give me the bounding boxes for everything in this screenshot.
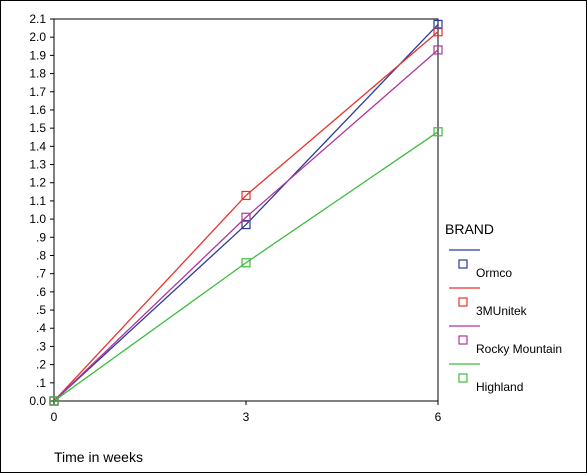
data-point-highland [433,127,443,137]
y-tick-label: 2.1 [29,12,46,26]
y-tick-label: 1.1 [29,194,46,208]
legend-marker-3munitek [458,297,468,307]
series-markers [49,19,443,406]
legend-label-3munitek: 3MUnitek [476,304,528,318]
legend-title: BRAND [445,221,494,237]
legend-label-rocky-mountain: Rocky Mountain [476,342,562,356]
x-tick-label: 6 [435,410,442,424]
data-point-3munitek [433,27,443,37]
legend-label-ormco: Ormco [476,266,512,280]
y-tick-label: 1.0 [29,212,46,226]
y-tick-label: .7 [36,267,46,281]
y-tick-label: 1.7 [29,85,46,99]
y-tick-label: .5 [36,303,46,317]
y-tick-label: 1.4 [29,139,46,153]
data-point-highland [49,396,59,406]
legend-marker-rocky-mountain [458,335,468,345]
x-axis: 0 3 6 [51,401,442,424]
y-tick-label: .6 [36,285,46,299]
y-tick-label: .4 [36,321,46,335]
series-line-ormco [53,24,439,402]
legend-marker-ormco [458,259,468,269]
data-point-highland [241,258,251,268]
series-line-highland [53,131,439,402]
y-tick-label: .9 [36,230,46,244]
legend-marker-highland [458,373,468,383]
y-tick-label: .8 [36,248,46,262]
data-point-ormco [433,19,443,30]
y-tick-label: 0.0 [29,394,46,408]
y-tick-label: 1.5 [29,121,46,135]
series-line-rocky-mountain [53,49,439,402]
y-tick-label: 1.6 [29,103,46,117]
y-tick-label: .3 [36,339,46,353]
x-tick-label: 0 [51,410,58,424]
y-tick-label: .1 [36,376,46,390]
series-line-3munitek [53,31,439,402]
plot-area [53,18,439,402]
series-lines [53,24,439,402]
x-axis-title: Time in weeks [54,449,143,465]
y-axis: 0.0 .1 .2 .3 .4 .5 .6 .7 .8 .9 1.0 1.1 1.2 1.3 1.4 1.5 1… [29,12,54,408]
data-point-rocky-mountain [433,45,443,55]
legend-label-highland: Highland [476,380,523,394]
y-tick-label: 1.2 [29,176,46,190]
y-tick-label: 2.0 [29,30,46,44]
data-point-ormco [241,219,251,230]
y-tick-label: 1.8 [29,67,46,81]
data-point-3munitek [241,190,251,201]
y-tick-label: 1.9 [29,48,46,62]
x-tick-label: 3 [243,410,250,424]
data-point-rocky-mountain [241,212,251,222]
y-tick-label: 1.3 [29,158,46,172]
legend: BRAND Ormco 3MUnitek Rocky Mountain Highlan… [445,221,562,394]
y-tick-label: .2 [36,358,46,372]
